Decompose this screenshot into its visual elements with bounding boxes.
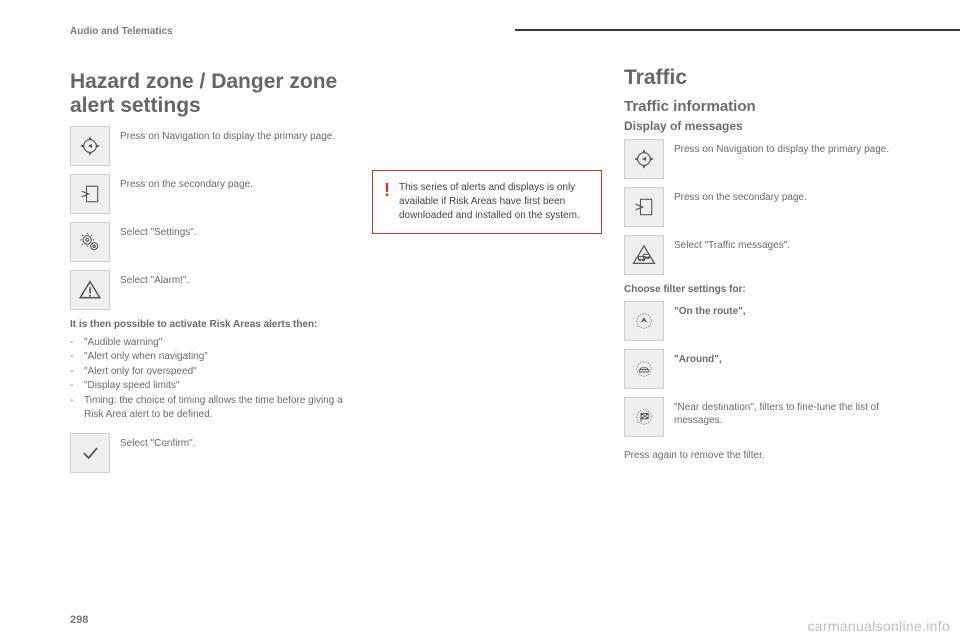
left-column: Hazard zone / Danger zone alert settings… xyxy=(70,70,350,481)
near-dest-text: "Near destination", filters to fine-tune… xyxy=(674,397,904,428)
opt-2: "Alert only for overspeed" xyxy=(84,365,197,380)
middle-column: ! This series of alerts and displays is … xyxy=(372,70,602,481)
header-rule xyxy=(515,29,960,31)
nav-primary-text: Press on Navigation to display the prima… xyxy=(120,126,335,144)
left-options-list: "Audible warning" "Alert only when navig… xyxy=(70,336,350,423)
gear-icon xyxy=(70,222,110,262)
right-column: Traffic Traffic information Display of m… xyxy=(624,70,904,481)
traffic-messages-text: Select "Traffic messages". xyxy=(674,235,790,253)
page-number: 298 xyxy=(70,614,88,626)
secondary-page-icon xyxy=(624,187,664,227)
warning-triangle-icon xyxy=(70,270,110,310)
secondary-page-icon xyxy=(70,174,110,214)
opt-1: "Alert only when navigating" xyxy=(84,350,208,365)
nav-compass-icon xyxy=(624,139,664,179)
around-text: "Around", xyxy=(674,349,722,367)
nav-secondary-text: Press on the secondary page. xyxy=(120,174,253,192)
left-intro: It is then possible to activate Risk Are… xyxy=(70,318,350,332)
right-sub: Traffic information xyxy=(624,98,904,115)
on-route-icon xyxy=(624,301,664,341)
watermark: carmanualsonline.info xyxy=(808,618,951,634)
on-route-text: "On the route", xyxy=(674,301,746,319)
confirm-text: Select "Confirm". xyxy=(120,433,195,451)
r-nav-primary-text: Press on Navigation to display the prima… xyxy=(674,139,889,157)
traffic-icon xyxy=(624,235,664,275)
filters-intro: Choose filter settings for: xyxy=(624,283,904,297)
opt-3: "Display speed limits" xyxy=(84,379,179,394)
destination-flag-icon xyxy=(624,397,664,437)
right-heading: Traffic xyxy=(624,66,904,90)
settings-text: Select "Settings". xyxy=(120,222,197,240)
warning-text: This series of alerts and displays is on… xyxy=(399,181,591,223)
opt-0: "Audible warning" xyxy=(84,336,162,351)
press-again-text: Press again to remove the filter. xyxy=(624,449,904,463)
check-icon xyxy=(70,433,110,473)
right-subsub: Display of messages xyxy=(624,119,904,133)
warning-box: ! This series of alerts and displays is … xyxy=(372,170,602,234)
alarm-text: Select "Alarm!". xyxy=(120,270,189,288)
left-heading: Hazard zone / Danger zone alert settings xyxy=(70,70,350,118)
nav-compass-icon xyxy=(70,126,110,166)
around-icon xyxy=(624,349,664,389)
exclamation-icon: ! xyxy=(381,181,393,199)
r-nav-secondary-text: Press on the secondary page. xyxy=(674,187,807,205)
opt-4: Timing: the choice of timing allows the … xyxy=(84,394,350,423)
breadcrumb: Audio and Telematics xyxy=(70,26,960,37)
